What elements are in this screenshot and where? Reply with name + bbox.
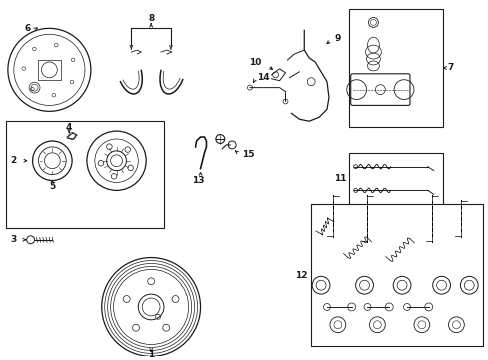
Text: 2: 2 <box>11 156 17 165</box>
Bar <box>6 121 163 228</box>
Text: 8: 8 <box>148 14 154 23</box>
Text: 10: 10 <box>249 58 261 67</box>
Text: 3: 3 <box>11 235 17 244</box>
Text: 1: 1 <box>148 350 154 359</box>
Text: 4: 4 <box>66 123 72 132</box>
Text: 15: 15 <box>242 150 254 159</box>
Bar <box>348 153 442 230</box>
Text: 12: 12 <box>294 271 306 280</box>
Text: 9: 9 <box>334 34 341 43</box>
Bar <box>348 9 442 127</box>
Bar <box>310 204 482 346</box>
FancyBboxPatch shape <box>350 74 409 105</box>
Text: 7: 7 <box>447 63 453 72</box>
Bar <box>38 60 61 80</box>
Text: 6: 6 <box>24 24 31 33</box>
Text: 11: 11 <box>334 174 346 183</box>
Text: 13: 13 <box>192 176 204 185</box>
Text: 14: 14 <box>256 73 269 82</box>
Text: 5: 5 <box>49 182 55 191</box>
